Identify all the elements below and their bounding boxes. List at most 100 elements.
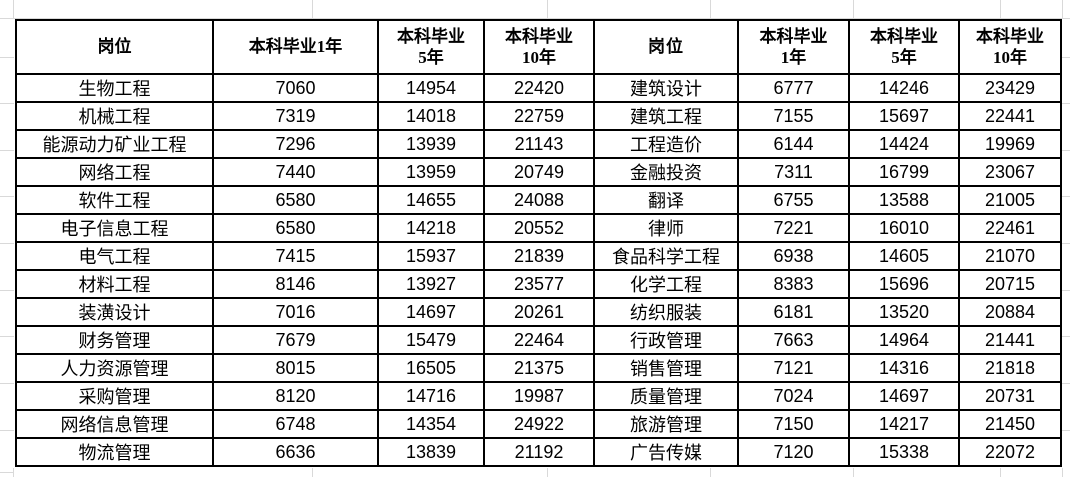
- salary-value-cell: 14217: [848, 409, 960, 439]
- position-cell: 能源动力矿业工程: [15, 129, 214, 159]
- position-cell: 金融投资: [593, 157, 739, 187]
- sheet-gridline: [1061, 243, 1070, 244]
- salary-value-cell: 6748: [212, 409, 379, 439]
- sheet-gridline: [0, 196, 14, 197]
- salary-value-cell: 7060: [212, 73, 379, 103]
- sheet-gridline: [0, 430, 14, 431]
- salary-value-cell: 21818: [958, 353, 1062, 383]
- column-header-left-0: 岗位: [15, 19, 214, 75]
- salary-value-cell: 7120: [737, 437, 850, 467]
- salary-value-cell: 14697: [377, 297, 485, 327]
- salary-value-cell: 6580: [212, 213, 379, 243]
- position-cell: 行政管理: [593, 325, 739, 355]
- salary-value-cell: 21375: [483, 353, 595, 383]
- salary-value-cell: 22759: [483, 101, 595, 131]
- sheet-gridline: [1061, 430, 1070, 431]
- position-cell: 纺织服装: [593, 297, 739, 327]
- position-cell: 律师: [593, 213, 739, 243]
- salary-value-cell: 6181: [737, 297, 850, 327]
- salary-value-cell: 21143: [483, 129, 595, 159]
- table-row: 网络信息管理 6748 14354 24922 旅游管理 7150 14217 21450: [15, 409, 1062, 439]
- salary-value-cell: 8015: [212, 353, 379, 383]
- salary-value-cell: 6144: [737, 129, 850, 159]
- salary-value-cell: 8383: [737, 269, 850, 299]
- salary-value-cell: 7319: [212, 101, 379, 131]
- salary-value-cell: 7024: [737, 381, 850, 411]
- salary-value-cell: 14246: [848, 73, 960, 103]
- salary-value-cell: 6580: [212, 185, 379, 215]
- position-cell: 装潢设计: [15, 297, 214, 327]
- salary-value-cell: 16010: [848, 213, 960, 243]
- position-cell: 采购管理: [15, 381, 214, 411]
- table-row: 能源动力矿业工程 7296 13939 21143 工程造价 6144 14424 19969: [15, 129, 1062, 159]
- salary-value-cell: 15338: [848, 437, 960, 467]
- salary-value-cell: 21839: [483, 241, 595, 271]
- sheet-gridline: [13, 0, 14, 18]
- position-cell: 网络工程: [15, 157, 214, 187]
- table-row: 生物工程 7060 14954 22420 建筑设计 6777 14246 23429: [15, 73, 1062, 103]
- salary-value-cell: 14424: [848, 129, 960, 159]
- salary-value-cell: 14697: [848, 381, 960, 411]
- salary-value-cell: 21070: [958, 241, 1062, 271]
- table-row: 电气工程 7415 15937 21839 食品科学工程 6938 14605 21070: [15, 241, 1062, 271]
- sheet-gridline: [1062, 0, 1063, 18]
- salary-value-cell: 6636: [212, 437, 379, 467]
- salary-value-cell: 20552: [483, 213, 595, 243]
- position-cell: 销售管理: [593, 353, 739, 383]
- table-row: 财务管理 7679 15479 22464 行政管理 7663 14964 21441: [15, 325, 1062, 355]
- sheet-gridline: [710, 468, 711, 477]
- salary-value-cell: 16505: [377, 353, 485, 383]
- salary-value-cell: 15937: [377, 241, 485, 271]
- position-cell: 建筑工程: [593, 101, 739, 131]
- salary-value-cell: 23067: [958, 157, 1062, 187]
- position-cell: 财务管理: [15, 325, 214, 355]
- position-cell: 材料工程: [15, 269, 214, 299]
- position-cell: 质量管理: [593, 381, 739, 411]
- salary-value-cell: 14605: [848, 241, 960, 271]
- salary-value-cell: 23577: [483, 269, 595, 299]
- salary-value-cell: 8146: [212, 269, 379, 299]
- position-cell: 电子信息工程: [15, 213, 214, 243]
- sheet-gridline: [312, 0, 313, 18]
- position-cell: 翻译: [593, 185, 739, 215]
- table-row: 网络工程 7440 13959 20749 金融投资 7311 16799 23067: [15, 157, 1062, 187]
- sheet-gridline: [547, 0, 548, 18]
- sheet-gridline: [0, 150, 14, 151]
- salary-value-cell: 13939: [377, 129, 485, 159]
- salary-value-cell: 7221: [737, 213, 850, 243]
- salary-value-cell: 6938: [737, 241, 850, 271]
- header-row: 岗位 本科毕业1年 本科毕业 5年 本科毕业 10年 岗位 本科毕业 1年 本科毕业 5年本…: [15, 19, 1062, 75]
- sheet-gridline: [0, 472, 14, 473]
- sheet-gridline: [853, 0, 854, 18]
- salary-value-cell: 15696: [848, 269, 960, 299]
- sheet-gridline: [1061, 383, 1070, 384]
- sheet-gridline: [1061, 57, 1070, 58]
- salary-value-cell: 7296: [212, 129, 379, 159]
- sheet-gridline: [1061, 336, 1070, 337]
- salary-value-cell: 7150: [737, 409, 850, 439]
- salary-value-cell: 22441: [958, 101, 1062, 131]
- salary-value-cell: 7440: [212, 157, 379, 187]
- position-cell: 旅游管理: [593, 409, 739, 439]
- salary-value-cell: 14954: [377, 73, 485, 103]
- salary-value-cell: 13520: [848, 297, 960, 327]
- salary-value-cell: 14655: [377, 185, 485, 215]
- salary-value-cell: 20731: [958, 381, 1062, 411]
- salary-value-cell: 6755: [737, 185, 850, 215]
- salary-value-cell: 14354: [377, 409, 485, 439]
- salary-value-cell: 8120: [212, 381, 379, 411]
- salary-value-cell: 21005: [958, 185, 1062, 215]
- salary-value-cell: 14964: [848, 325, 960, 355]
- salary-value-cell: 19987: [483, 381, 595, 411]
- table-row: 装潢设计 7016 14697 20261 纺织服装 6181 13520 20884: [15, 297, 1062, 327]
- salary-value-cell: 20261: [483, 297, 595, 327]
- salary-value-cell: 13927: [377, 269, 485, 299]
- sheet-gridline: [1061, 150, 1070, 151]
- salary-value-cell: 22072: [958, 437, 1062, 467]
- table-row: 材料工程 8146 13927 23577 化学工程 8383 15696 20715: [15, 269, 1062, 299]
- sheet-gridline: [1000, 0, 1001, 18]
- sheet-gridline: [0, 57, 14, 58]
- salary-value-cell: 14316: [848, 353, 960, 383]
- column-header-left-2: 本科毕业 5年: [377, 19, 485, 75]
- sheet-gridline: [1000, 468, 1001, 477]
